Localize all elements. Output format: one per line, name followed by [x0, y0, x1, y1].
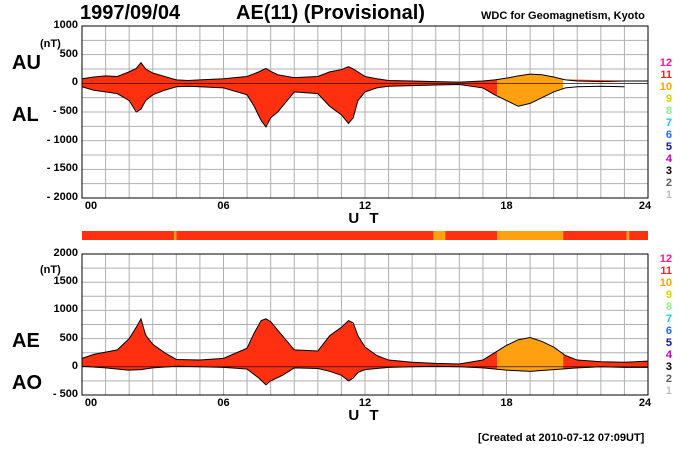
- legend-level-1: 1: [665, 189, 672, 201]
- legend-level-9: 9: [665, 93, 672, 105]
- legend-level-1: 1: [665, 385, 672, 397]
- series-line-ao: [81, 365, 648, 386]
- legend-level-7: 7: [665, 117, 672, 129]
- ao-label: AO: [12, 372, 42, 394]
- ae-label: AE: [12, 330, 40, 352]
- y-tick-label: 1000: [53, 303, 78, 316]
- y-tick-label: 0: [71, 359, 78, 372]
- top-plot-frame: [81, 25, 649, 199]
- x-tick-label: 18: [500, 200, 513, 212]
- credit-label: WDC for Geomagnetism, Kyoto: [481, 10, 645, 22]
- top-unit-label: (nT): [40, 38, 61, 50]
- legend-level-8: 8: [665, 301, 672, 313]
- x-tick-label: 12: [358, 200, 372, 212]
- legend-level-10: 10: [659, 81, 672, 93]
- x-tick-label: 00: [84, 200, 98, 212]
- x-tick-label: 06: [217, 200, 230, 212]
- legend-level-4: 4: [665, 153, 672, 165]
- top-area-band-1: [497, 74, 564, 107]
- chart-title: AE(11) (Provisional): [236, 2, 425, 24]
- bottom-area-band-1: [497, 337, 564, 372]
- activity-status-bar: [82, 231, 648, 240]
- y-tick-label: - 500: [52, 388, 78, 400]
- y-tick-label: 2000: [53, 247, 78, 259]
- legend-level-9: 9: [665, 289, 672, 301]
- status-segment: [497, 231, 564, 240]
- x-tick-label: 06: [217, 397, 230, 409]
- status-segment: [629, 231, 648, 240]
- status-segment: [445, 231, 498, 240]
- series-line-al: [81, 83, 625, 128]
- legend-level-12: 12: [659, 253, 672, 265]
- legend-level-12: 12: [659, 57, 672, 69]
- y-tick-label: 500: [59, 47, 78, 60]
- status-segment: [563, 231, 627, 240]
- status-segment: [176, 231, 434, 240]
- status-segment: [173, 231, 177, 240]
- series-line-ae: [81, 317, 649, 365]
- y-tick-label: 1000: [53, 19, 78, 31]
- bottom-area-band-0: [82, 319, 498, 385]
- legend-level-11: 11: [660, 69, 672, 81]
- au-label: AU: [12, 52, 41, 74]
- legend-level-8: 8: [665, 105, 672, 117]
- au-al-panel: [81, 25, 649, 199]
- legend-level-10: 10: [659, 277, 672, 289]
- x-tick-label: 18: [500, 397, 513, 409]
- legend-level-4: 4: [665, 349, 672, 361]
- legend-level-5: 5: [665, 337, 672, 349]
- bottom-area-band-2: [563, 353, 648, 369]
- bottom-plot-frame: [81, 253, 649, 396]
- legend-level-6: 6: [665, 129, 672, 141]
- legend-level-3: 3: [665, 361, 672, 373]
- ae-ao-panel: [81, 253, 649, 396]
- legend-level-11: 11: [660, 265, 672, 277]
- x-tick-label: 00: [84, 397, 98, 409]
- status-segment: [82, 231, 174, 240]
- x-tick-label: 12: [358, 397, 372, 409]
- top-grid: [81, 25, 649, 199]
- x-tick-label: 24: [638, 397, 652, 409]
- y-tick-label: - 500: [52, 105, 78, 117]
- al-label: AL: [12, 104, 39, 126]
- legend-level-6: 6: [665, 325, 672, 337]
- top-area-band-0: [82, 62, 498, 127]
- bottom-unit-label: (nT): [40, 264, 61, 276]
- date-label: 1997/09/04: [80, 2, 181, 24]
- legend-level-7: 7: [665, 313, 672, 325]
- bottom-x-axis-label: U T: [348, 407, 382, 424]
- y-tick-label: 500: [59, 331, 78, 344]
- y-tick-label: 1500: [53, 275, 78, 288]
- y-tick-label: - 2000: [46, 191, 78, 203]
- legend-level-5: 5: [665, 141, 672, 153]
- status-segment: [433, 231, 446, 240]
- status-segment: [626, 231, 630, 240]
- x-tick-label: 24: [638, 200, 652, 212]
- created-timestamp: [Created at 2010-07-12 07:09UT]: [478, 432, 645, 444]
- top-x-axis-label: U T: [348, 210, 382, 227]
- y-tick-label: 0: [71, 76, 78, 89]
- series-line-au: [81, 61, 648, 83]
- y-tick-label: - 1500: [46, 162, 78, 175]
- y-tick-label: - 1000: [46, 133, 78, 146]
- bottom-grid: [81, 253, 649, 396]
- legend-level-2: 2: [665, 373, 672, 385]
- legend-level-2: 2: [665, 177, 672, 189]
- legend-level-3: 3: [665, 165, 672, 177]
